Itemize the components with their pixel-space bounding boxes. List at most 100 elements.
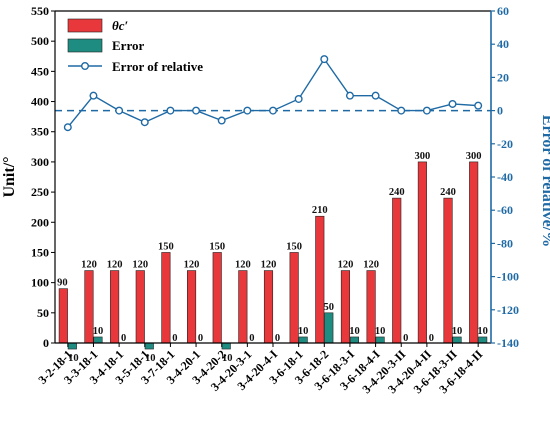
theta-bar (58, 288, 68, 344)
error-bar-label: 10 (349, 326, 360, 337)
error-bar-label: 10 (375, 326, 386, 337)
left-tick-label: 200 (31, 215, 49, 229)
left-tick-label: 250 (31, 185, 49, 199)
error-bar (144, 342, 154, 350)
error-bar-label: 0 (249, 333, 254, 344)
theta-bar-label: 120 (184, 260, 200, 271)
theta-bar-label: 120 (132, 260, 148, 271)
theta-bar-label: 210 (312, 205, 328, 216)
error-bar-label: 0 (121, 333, 126, 344)
theta-bar-label: 120 (107, 260, 123, 271)
theta-bar (417, 161, 427, 344)
right-tick-label: -40 (497, 170, 513, 184)
legend: θc′ Error Error of relative (67, 18, 203, 74)
right-tick-label: 60 (497, 4, 509, 18)
right-tick-label: 0 (497, 104, 503, 118)
relative-error-point (422, 106, 431, 115)
right-axis-title: Error of relative/% (539, 115, 550, 247)
theta-bar-label: 150 (286, 241, 302, 252)
legend-label-error: Error (112, 38, 144, 53)
relative-error-point (345, 91, 354, 100)
theta-bar-label: 120 (363, 260, 379, 271)
left-tick-label: 450 (31, 64, 49, 78)
relative-error-point (474, 101, 483, 110)
relative-error-point (294, 94, 303, 103)
error-bar-label: 50 (324, 302, 335, 313)
theta-bar-label: 150 (158, 241, 174, 252)
error-bar (221, 342, 231, 350)
legend-label-theta: θc′ (112, 18, 129, 33)
relative-error-point (243, 106, 252, 115)
left-tick-label: 500 (31, 34, 49, 48)
relative-error-point (166, 106, 175, 115)
right-tick-label: -140 (497, 336, 519, 350)
error-bar-label: 10 (298, 326, 309, 337)
left-tick-label: 550 (31, 4, 49, 18)
error-bar-label: 0 (275, 333, 280, 344)
theta-bar (187, 270, 197, 344)
right-tick-label: -120 (497, 303, 519, 317)
theta-bar (469, 161, 479, 344)
right-tick-label: 40 (497, 37, 509, 51)
right-tick-label: 20 (497, 70, 509, 84)
error-bar-label: 10 (145, 353, 156, 364)
relative-error-point (269, 106, 278, 115)
left-axis-title: Unit/° (1, 156, 18, 197)
theta-bar (212, 252, 222, 344)
relative-error-point (89, 91, 98, 100)
legend-swatch-relative-marker (80, 62, 89, 71)
theta-bar-label: 120 (81, 260, 97, 271)
legend-swatch-theta (67, 18, 103, 33)
right-tick-label: -20 (497, 137, 513, 151)
error-bar (349, 336, 359, 344)
theta-bar (263, 270, 274, 344)
legend-swatch-error (67, 38, 103, 53)
relative-error-point (140, 118, 149, 127)
right-tick-label: -60 (497, 203, 513, 217)
theta-bar (135, 270, 145, 344)
relative-error-point (115, 106, 124, 115)
relative-error-point (448, 99, 457, 108)
theta-bar (443, 197, 453, 344)
error-bar (324, 312, 334, 344)
relative-error-point (217, 116, 226, 125)
error-bar (93, 336, 103, 344)
theta-bar-label: 240 (440, 187, 456, 198)
theta-bar (161, 252, 171, 344)
theta-bar-label: 240 (389, 187, 405, 198)
theta-bar (238, 270, 248, 344)
error-bar-label: 10 (477, 326, 488, 337)
theta-bar-label: 90 (57, 278, 68, 289)
error-bar-label: 10 (68, 353, 79, 364)
error-bar-label: 0 (172, 333, 177, 344)
left-tick-label: 300 (31, 155, 49, 169)
error-bar (452, 336, 462, 344)
theta-bar-label: 120 (235, 260, 251, 271)
relative-error-point (371, 91, 380, 100)
error-bar-label: 10 (452, 326, 463, 337)
left-tick-label: 150 (31, 245, 49, 259)
left-tick-label: 0 (43, 336, 49, 350)
theta-bar-label: 300 (466, 151, 482, 162)
error-bar-label: 0 (198, 333, 203, 344)
error-bar (375, 336, 385, 344)
left-tick-label: 100 (31, 276, 49, 290)
theta-bar-label: 150 (209, 241, 225, 252)
left-tick-label: 400 (31, 95, 49, 109)
error-bar-label: 0 (403, 333, 408, 344)
left-tick-label: 50 (37, 306, 49, 320)
theta-bar-label: 120 (338, 260, 354, 271)
theta-bar (315, 215, 325, 344)
legend-label-relative: Error of relative (112, 59, 203, 74)
error-bar (478, 336, 488, 344)
relative-error-point (397, 106, 406, 115)
relative-error-point (63, 123, 72, 132)
relative-error-point (320, 55, 329, 64)
error-bar-label: 10 (222, 353, 233, 364)
theta-bar-label: 300 (415, 151, 431, 162)
error-bar-label: 10 (93, 326, 104, 337)
error-bar-label: 0 (429, 333, 434, 344)
error-bar (67, 342, 77, 350)
